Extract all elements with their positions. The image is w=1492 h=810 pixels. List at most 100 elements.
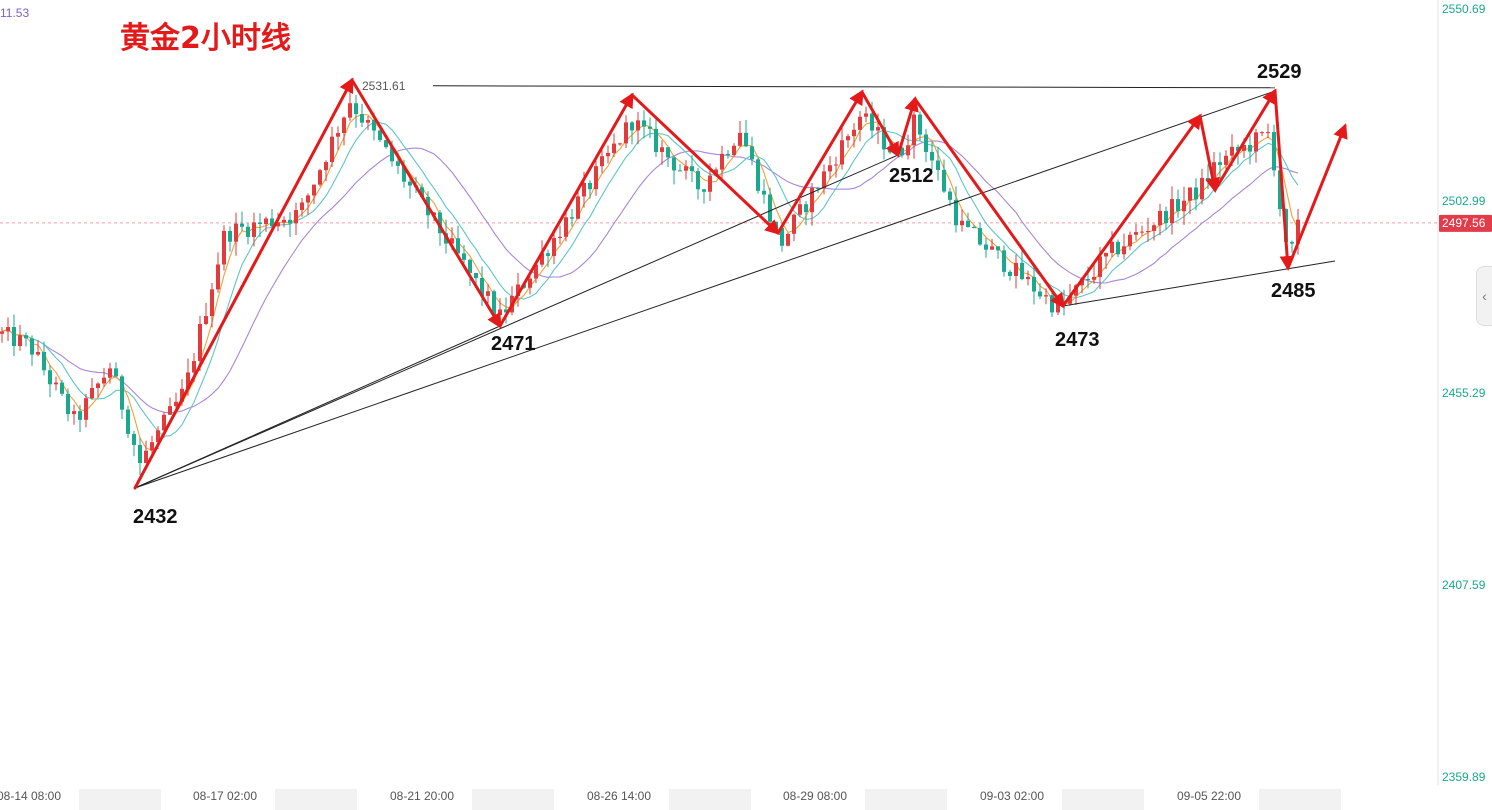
candle xyxy=(36,340,40,357)
time-axis-block xyxy=(865,789,947,810)
candle xyxy=(360,103,364,127)
candle xyxy=(1008,269,1012,281)
candle xyxy=(786,232,790,247)
candle xyxy=(54,376,58,391)
candle xyxy=(138,437,142,475)
candle xyxy=(240,211,244,232)
candle xyxy=(342,116,346,146)
candle xyxy=(0,327,4,343)
candle xyxy=(768,187,772,226)
candle xyxy=(354,95,358,128)
candle xyxy=(552,229,556,265)
candle xyxy=(66,388,70,422)
high-price-label: 2531.61 xyxy=(362,79,406,93)
collapse-panel-handle[interactable]: ‹ xyxy=(1476,266,1492,326)
pivot-label-2485: 2485 xyxy=(1271,280,1316,302)
time-axis-block xyxy=(275,789,357,810)
candle xyxy=(720,145,724,179)
partial-price-label: 11.53 xyxy=(0,6,29,20)
candle xyxy=(1158,203,1162,236)
candle xyxy=(624,115,628,148)
candle xyxy=(42,341,46,376)
candle xyxy=(90,378,94,400)
candle xyxy=(570,208,574,227)
candle xyxy=(1092,264,1096,284)
candle xyxy=(1152,223,1156,241)
candle xyxy=(234,212,238,256)
candle xyxy=(834,156,838,178)
candle xyxy=(1182,186,1186,225)
candle xyxy=(114,362,118,377)
candle xyxy=(84,393,88,428)
candle xyxy=(222,225,226,271)
candle xyxy=(804,201,808,226)
candle xyxy=(996,246,1000,259)
candle xyxy=(984,237,988,258)
candle xyxy=(924,128,928,163)
candle xyxy=(1116,239,1120,258)
trendline xyxy=(432,85,1276,89)
candle xyxy=(528,273,532,295)
zigzag-arrow xyxy=(1273,89,1295,271)
candle xyxy=(126,405,130,438)
candle xyxy=(384,139,388,149)
candle xyxy=(846,134,850,148)
candle xyxy=(840,127,844,170)
candle xyxy=(648,117,652,139)
zigzag-arrow xyxy=(133,77,354,490)
candle xyxy=(1014,254,1018,289)
candle xyxy=(576,190,580,220)
candle xyxy=(588,180,592,199)
candle xyxy=(690,155,694,183)
candle xyxy=(252,212,256,247)
candle xyxy=(264,216,268,233)
zigzag-arrow xyxy=(1198,114,1220,193)
candle xyxy=(1122,233,1126,260)
candle xyxy=(732,143,736,157)
candle xyxy=(48,365,52,398)
candle xyxy=(312,184,316,205)
time-tick-3: 08-26 14:00 xyxy=(587,789,651,803)
zigzag-arrow xyxy=(1061,113,1202,308)
candle xyxy=(930,141,934,170)
candle xyxy=(324,160,328,182)
time-tick-6: 09-05 22:00 xyxy=(1177,789,1241,803)
candle xyxy=(1026,270,1030,286)
candle xyxy=(336,126,340,150)
candle xyxy=(72,404,76,425)
candle xyxy=(6,317,10,341)
candle xyxy=(30,335,34,366)
time-axis-block xyxy=(472,789,554,810)
candle xyxy=(696,168,700,200)
candle xyxy=(738,120,742,148)
candle xyxy=(204,302,208,326)
zigzag-arrow xyxy=(896,96,919,157)
candle xyxy=(102,367,106,388)
time-tick-4: 08-29 08:00 xyxy=(783,789,847,803)
candle xyxy=(480,266,484,307)
candle xyxy=(1290,240,1294,253)
candle xyxy=(558,225,562,245)
candle xyxy=(852,123,856,148)
candle xyxy=(744,119,748,148)
candle xyxy=(660,140,664,165)
pivot-label-2473: 2473 xyxy=(1055,329,1100,351)
candle xyxy=(1044,288,1048,305)
candle xyxy=(216,252,220,293)
candle xyxy=(600,146,604,173)
candle xyxy=(96,382,100,398)
candle xyxy=(762,179,766,204)
ma-fast-line xyxy=(1,113,1299,451)
candle xyxy=(108,362,112,384)
candle xyxy=(630,120,634,145)
candle xyxy=(750,136,754,166)
zigzag-arrow xyxy=(498,92,634,328)
pivot-label-2529: 2529 xyxy=(1257,61,1302,83)
time-tick-5: 09-03 02:00 xyxy=(980,789,1044,803)
zigzag-arrow xyxy=(630,93,781,236)
candle xyxy=(1164,206,1168,231)
zigzag-arrow xyxy=(1286,123,1348,270)
time-axis: 08-14 08:00 08-17 02:00 08-21 20:00 08-26 1… xyxy=(0,789,1241,803)
candle xyxy=(594,160,598,196)
